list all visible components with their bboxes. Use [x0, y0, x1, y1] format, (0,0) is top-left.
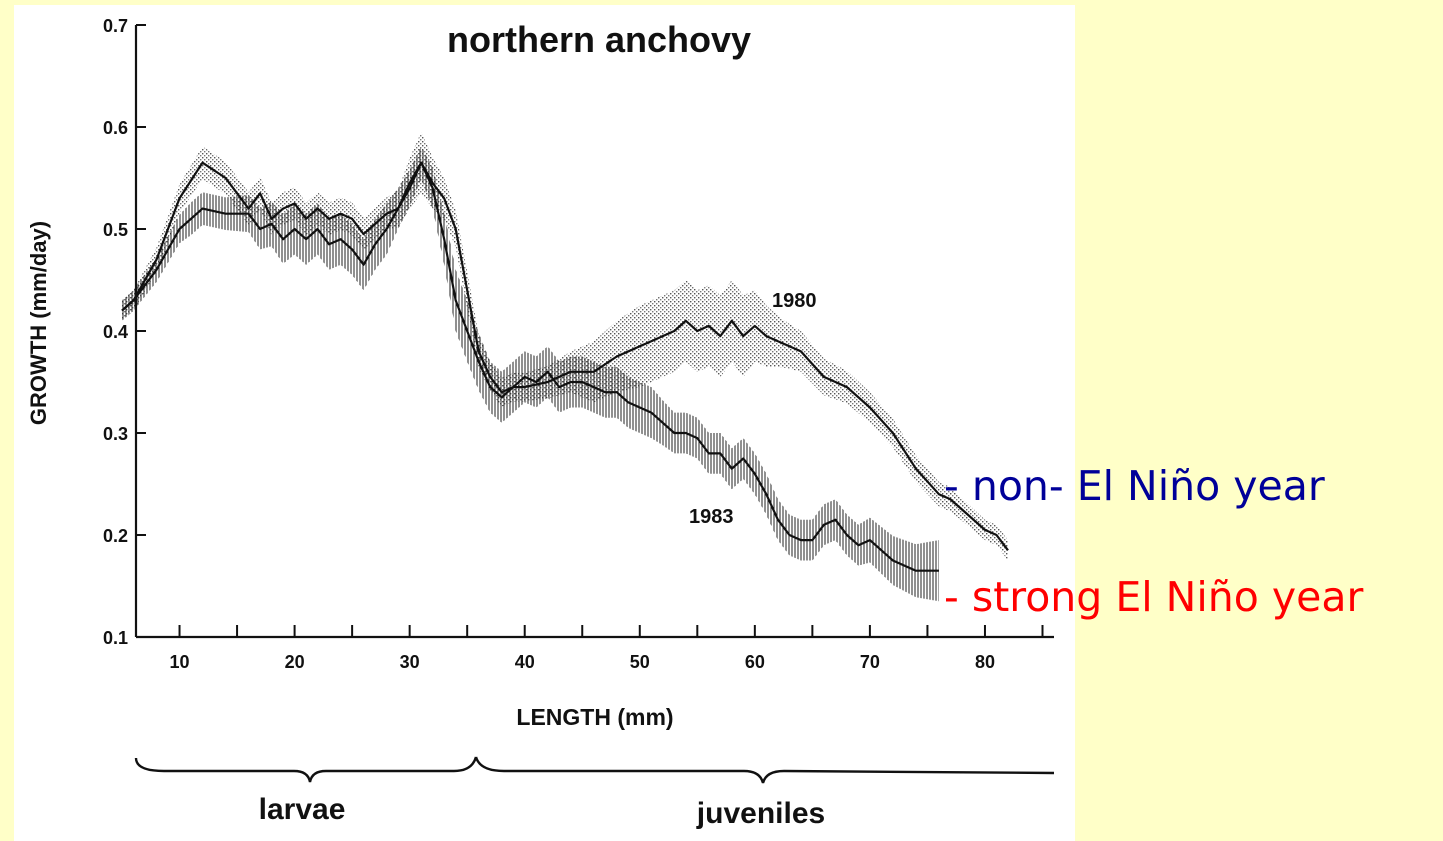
y-tick-label: 0.4	[103, 322, 128, 342]
y-tick-label: 0.5	[103, 220, 128, 240]
legend-note-strong-el-nino: - strong El Niño year	[944, 573, 1364, 621]
y-axis-label: GROWTH (mm/day)	[26, 221, 51, 425]
larvae-brace	[134, 756, 478, 783]
x-ticks: 10 20 30 40 50 60 70 80	[170, 625, 1044, 672]
x-tick-label: 80	[975, 652, 995, 672]
y-ticks: 0.1 0.2 0.3 0.4 0.5 0.6 0.7	[103, 16, 146, 648]
y-tick-label: 0.7	[103, 16, 128, 36]
chart-svg: northern anchovy GROWTH (mm/day) LENGTH …	[26, 16, 1055, 830]
band-1983	[122, 146, 939, 602]
x-tick-label: 70	[860, 652, 880, 672]
chart-figure: northern anchovy GROWTH (mm/day) LENGTH …	[14, 5, 1075, 841]
annotation-1980: 1980	[772, 290, 817, 312]
series-line-1983	[121, 161, 939, 572]
y-tick-label: 0.3	[103, 424, 128, 444]
chart-title: northern anchovy	[447, 19, 751, 60]
x-tick-label: 60	[745, 652, 765, 672]
x-tick-label: 20	[285, 652, 305, 672]
y-tick-label: 0.1	[103, 628, 128, 648]
confidence-bands	[122, 132, 1008, 602]
x-tick-label: 40	[515, 652, 535, 672]
stage-label-juveniles: juveniles	[696, 797, 825, 830]
stage-label-larvae: larvae	[259, 793, 346, 826]
x-tick-label: 30	[400, 652, 420, 672]
annotation-1983: 1983	[689, 506, 734, 528]
juveniles-brace	[474, 756, 1055, 784]
y-tick-label: 0.2	[103, 526, 128, 546]
x-tick-label: 10	[170, 652, 190, 672]
x-axis-label: LENGTH (mm)	[516, 704, 673, 730]
x-tick-label: 50	[630, 652, 650, 672]
legend-note-non-el-nino: - non- El Niño year	[944, 462, 1325, 510]
series-line-1980	[121, 161, 1009, 551]
y-tick-label: 0.6	[103, 118, 128, 138]
series-lines	[121, 161, 1009, 572]
band-1980	[122, 132, 1008, 561]
